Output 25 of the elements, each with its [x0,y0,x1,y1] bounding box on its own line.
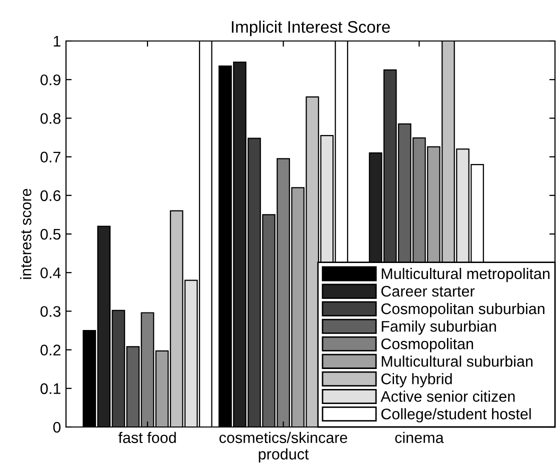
y-tick-label: 0.6 [40,190,60,202]
y-tick-label: 0.9 [40,74,60,86]
x-tick-label: cosmetics/skincare product [219,432,348,463]
y-tick-label: 1 [54,36,60,47]
y-tick-label: 0.8 [40,113,60,124]
chart-title: Implicit Interest Score [232,20,390,36]
y-tick-label: 0.1 [40,383,60,394]
y-tick-label: 0.3 [40,306,60,317]
x-tick-label: cinema [395,432,444,444]
legend-label: College/student hostel [381,408,531,422]
y-tick-label: 0.4 [40,267,61,278]
y-tick-label: 0.2 [40,344,60,356]
legend-label: Cosmopolitan [381,338,474,352]
legend-label: Multicultural suburbian [382,356,532,367]
legend-label: Cosmopolitan suburbian [381,302,544,318]
y-tick-label: 0 [53,422,61,433]
y-axis-title: interest score [20,188,32,279]
legend-label: Career starter [381,286,475,297]
legend-label: Multicultural metropolitan [382,268,550,282]
legend-label: Family suburbian [382,320,496,335]
y-tick-label: 0.7 [40,152,60,162]
y-tick-label: 0.5 [40,228,60,240]
x-tick-label: fast food [118,432,176,444]
legend-label: City hybrid [381,373,452,388]
legend-label: Active senior citizen [380,390,515,402]
